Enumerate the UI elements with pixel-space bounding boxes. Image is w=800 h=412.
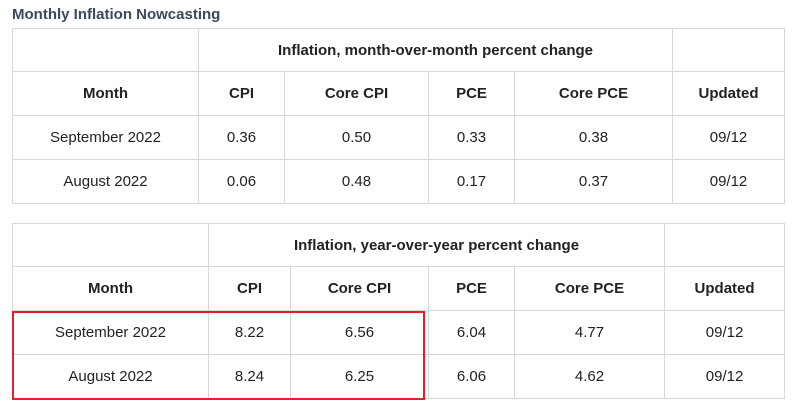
cell-pce: 6.04 <box>428 310 515 355</box>
table-column-header-row: Month CPI Core CPI PCE Core PCE Updated <box>12 71 786 116</box>
column-header-month: Month <box>12 266 209 311</box>
table-group-header-row: Inflation, year-over-year percent change <box>12 223 786 267</box>
cell-updated: 09/12 <box>672 159 786 204</box>
empty-header-cell <box>12 28 199 72</box>
cell-cpi: 8.22 <box>208 310 291 355</box>
yoy-inflation-table: Inflation, year-over-year percent change… <box>12 223 786 399</box>
table-group-header-row: Inflation, month-over-month percent chan… <box>12 28 786 72</box>
cell-updated: 09/12 <box>672 115 786 160</box>
cell-pce: 0.33 <box>428 115 515 160</box>
empty-header-cell <box>12 223 209 267</box>
table-row: August 2022 0.06 0.48 0.17 0.37 09/12 <box>12 159 786 204</box>
column-header-updated: Updated <box>664 266 786 311</box>
cell-cpi: 8.24 <box>208 354 291 399</box>
empty-header-cell <box>664 223 786 267</box>
column-header-month: Month <box>12 71 199 116</box>
cell-pce: 0.17 <box>428 159 515 204</box>
cell-month: September 2022 <box>12 115 199 160</box>
column-header-core-cpi: Core CPI <box>284 71 429 116</box>
cell-month: August 2022 <box>12 354 209 399</box>
table-row: August 2022 8.24 6.25 6.06 4.62 09/12 <box>12 354 786 399</box>
column-header-updated: Updated <box>672 71 786 116</box>
cell-updated: 09/12 <box>664 310 786 355</box>
cell-core-pce: 4.77 <box>513 310 666 355</box>
cell-core-cpi: 0.50 <box>284 115 429 160</box>
cell-month: August 2022 <box>12 159 199 204</box>
column-header-core-pce: Core PCE <box>513 71 674 116</box>
column-header-pce: PCE <box>428 266 515 311</box>
column-header-pce: PCE <box>428 71 515 116</box>
table-row: September 2022 0.36 0.50 0.33 0.38 09/12 <box>12 115 786 160</box>
column-header-cpi: CPI <box>208 266 291 311</box>
cell-core-pce: 0.38 <box>513 115 674 160</box>
cell-month: September 2022 <box>12 310 209 355</box>
cell-core-cpi: 6.56 <box>290 310 429 355</box>
table-row: September 2022 8.22 6.56 6.04 4.77 09/12 <box>12 310 786 355</box>
column-header-cpi: CPI <box>198 71 285 116</box>
cell-core-cpi: 6.25 <box>290 354 429 399</box>
cell-core-pce: 4.62 <box>513 354 666 399</box>
cell-core-cpi: 0.48 <box>284 159 429 204</box>
mom-inflation-table: Inflation, month-over-month percent chan… <box>12 28 786 204</box>
cell-core-pce: 0.37 <box>513 159 674 204</box>
column-header-core-cpi: Core CPI <box>290 266 429 311</box>
column-header-core-pce: Core PCE <box>513 266 666 311</box>
empty-header-cell <box>672 28 786 72</box>
cell-updated: 09/12 <box>664 354 786 399</box>
cell-cpi: 0.06 <box>198 159 285 204</box>
group-header: Inflation, year-over-year percent change <box>207 223 666 267</box>
cell-pce: 6.06 <box>428 354 515 399</box>
table-column-header-row: Month CPI Core CPI PCE Core PCE Updated <box>12 266 786 311</box>
group-header: Inflation, month-over-month percent chan… <box>197 28 674 72</box>
cell-cpi: 0.36 <box>198 115 285 160</box>
page-title: Monthly Inflation Nowcasting <box>12 6 221 23</box>
